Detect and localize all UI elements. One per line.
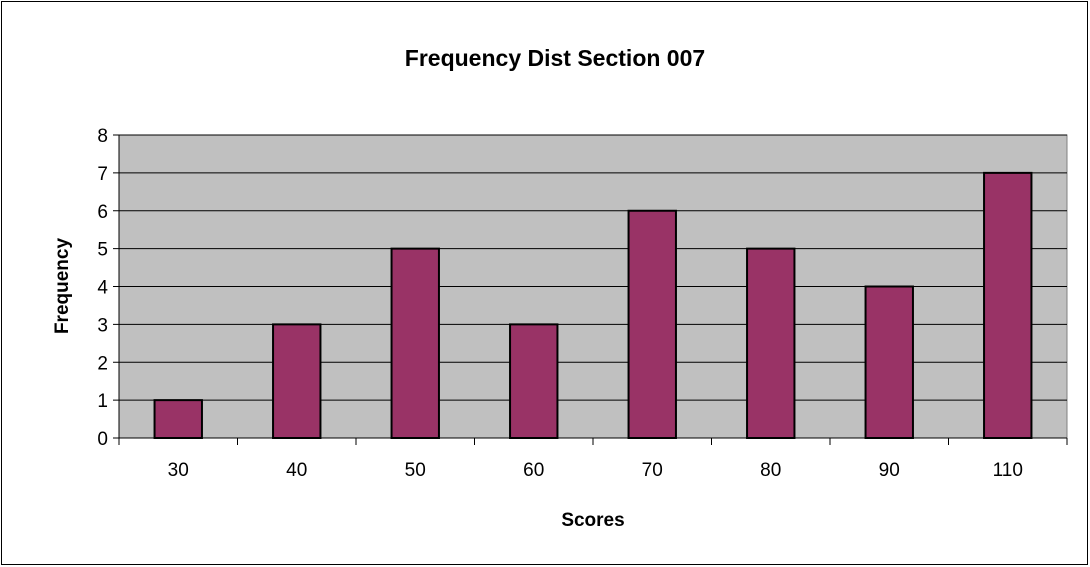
bar-60 bbox=[509, 323, 559, 439]
x-tick-label: 70 bbox=[642, 460, 663, 481]
y-tick-label: 5 bbox=[97, 240, 108, 261]
chart-title: Frequency Dist Section 007 bbox=[405, 45, 705, 71]
y-tick-label: 2 bbox=[97, 353, 108, 374]
bar-40 bbox=[272, 323, 322, 439]
bar-50 bbox=[390, 247, 440, 439]
x-tick-label: 110 bbox=[993, 460, 1023, 481]
y-tick-label: 1 bbox=[97, 391, 108, 412]
bar-80 bbox=[746, 247, 796, 439]
bar-90 bbox=[864, 285, 914, 439]
plot-area: 0 1 2 3 4 5 6 7 8 30 40 50 60 70 80 90 110 bbox=[97, 126, 1068, 481]
x-tick-label: 90 bbox=[879, 460, 900, 481]
x-tick-label: 40 bbox=[286, 460, 307, 481]
x-axis-title: Scores bbox=[561, 510, 624, 531]
y-tick-label: 0 bbox=[97, 429, 108, 450]
y-tick-label: 7 bbox=[97, 164, 108, 185]
x-tick-label: 30 bbox=[168, 460, 189, 481]
y-tick-label: 4 bbox=[97, 278, 108, 299]
y-tick-label: 3 bbox=[97, 315, 108, 336]
x-tick-label: 80 bbox=[760, 460, 781, 481]
x-tick-label: 60 bbox=[523, 460, 544, 481]
y-tick-label: 6 bbox=[97, 202, 108, 223]
y-tick-label: 8 bbox=[97, 126, 108, 147]
bar-30 bbox=[153, 399, 203, 439]
bar-70 bbox=[627, 209, 677, 439]
x-tick-label: 50 bbox=[405, 460, 426, 481]
y-axis-title: Frequency bbox=[52, 238, 73, 335]
bar-110 bbox=[983, 171, 1033, 439]
